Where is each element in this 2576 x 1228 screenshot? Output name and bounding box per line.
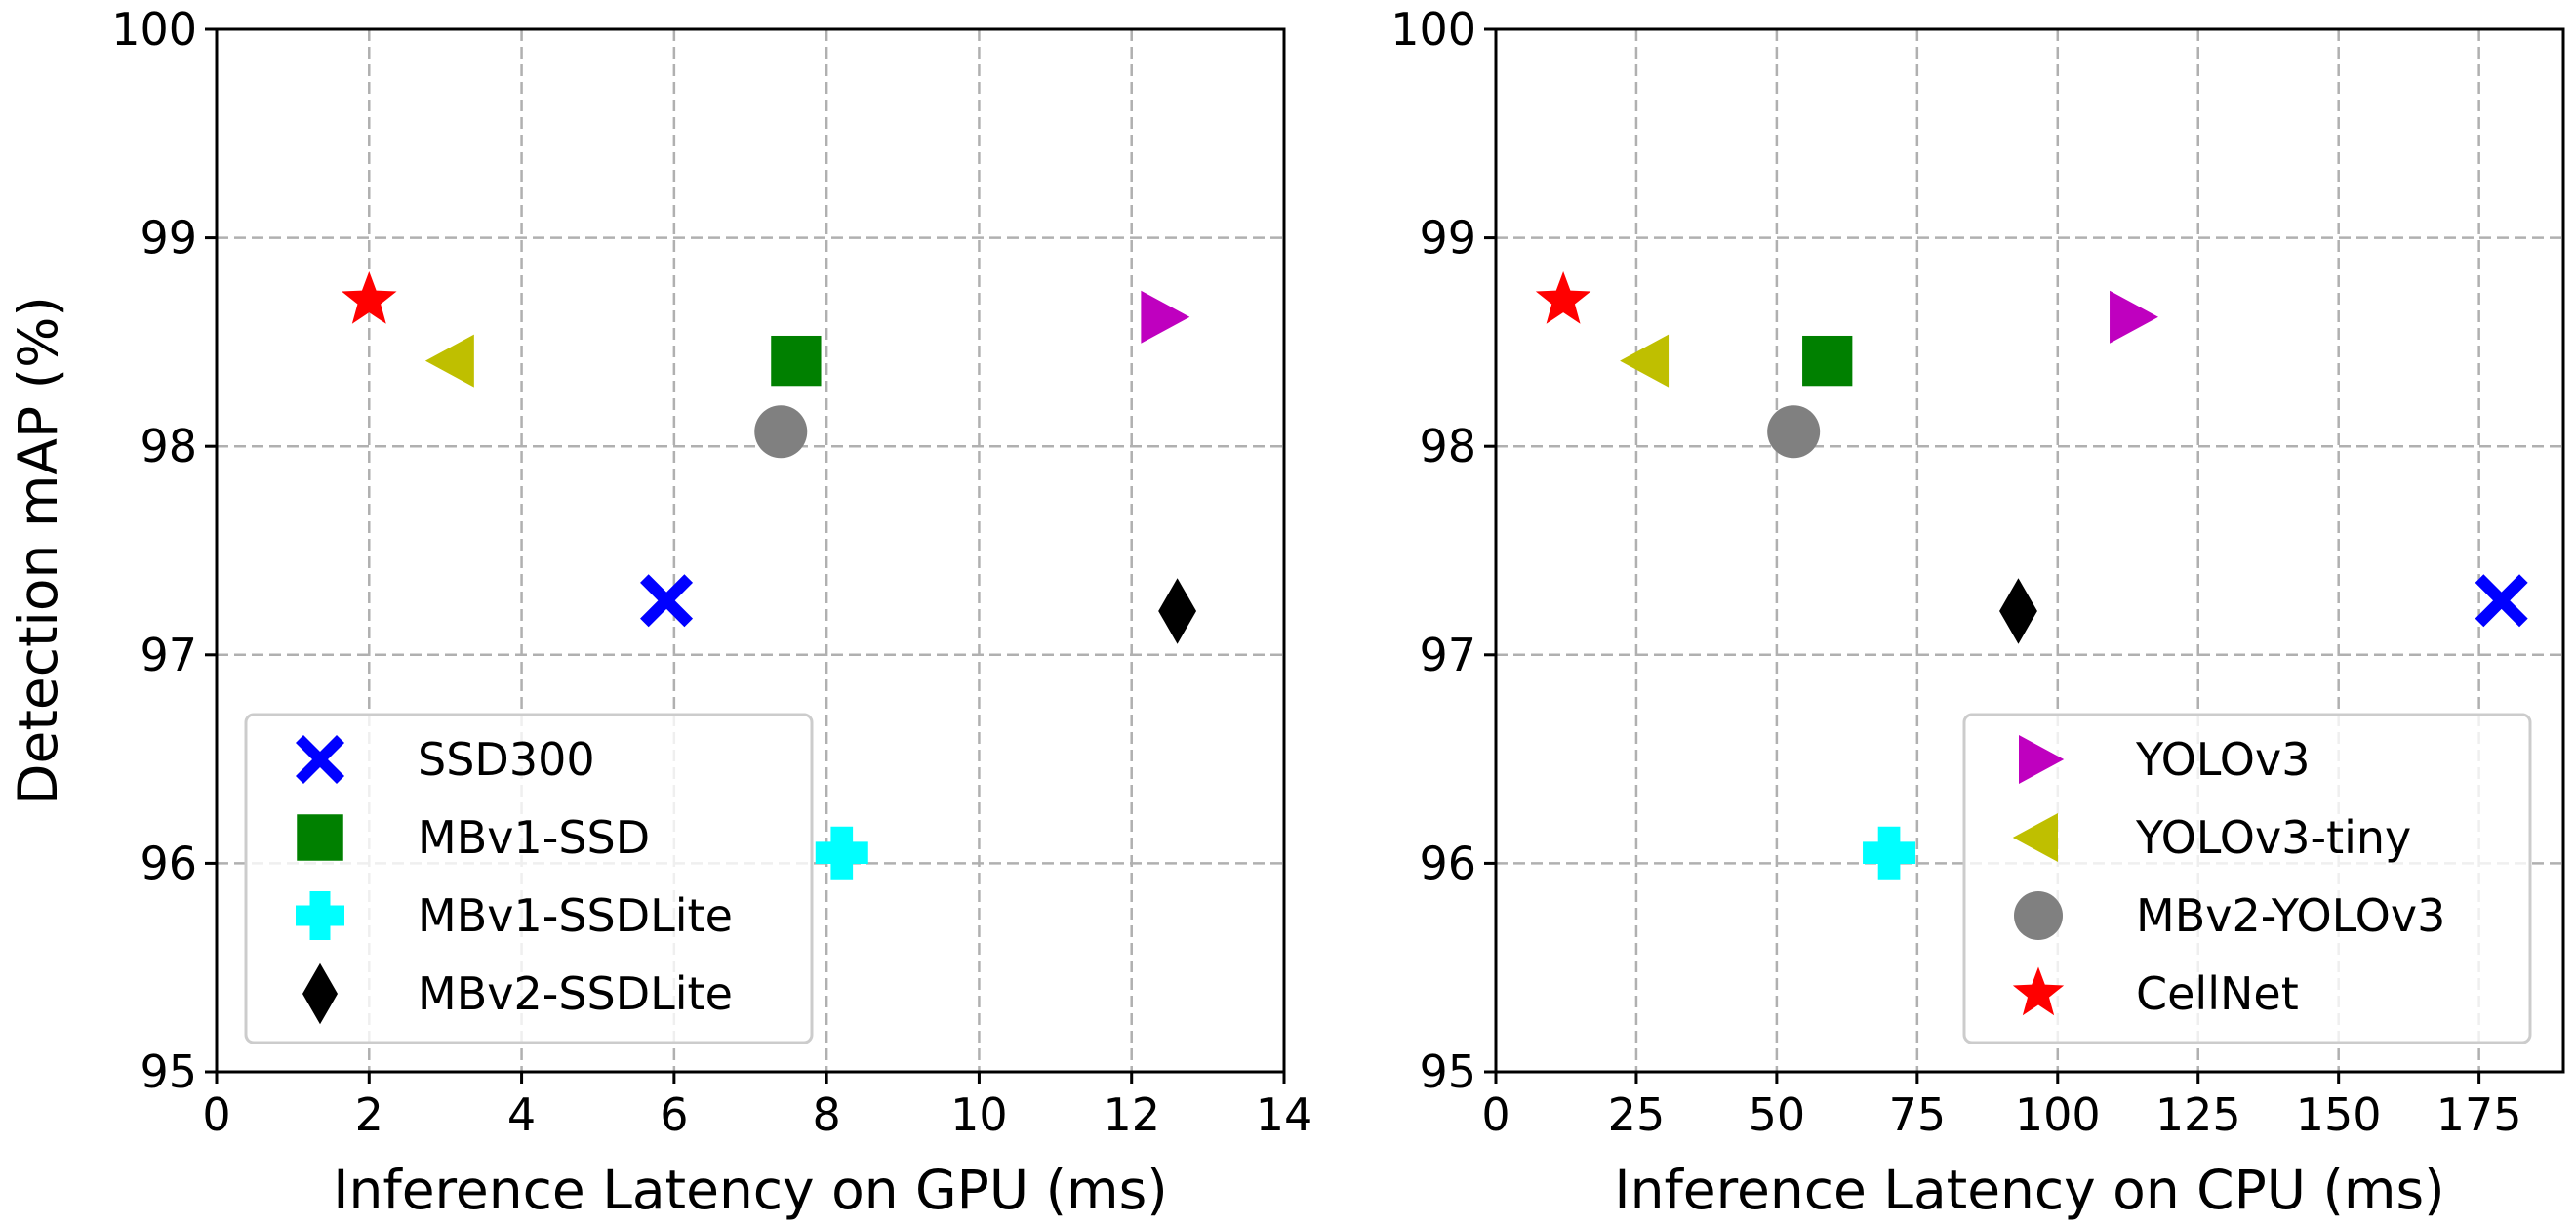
legend-marker-mbv2-yolov3 (2014, 891, 2063, 940)
x-tick-label: 125 (2155, 1088, 2241, 1141)
y-tick-label: 99 (1419, 212, 1476, 265)
point-mbv1-ssd (1802, 335, 1853, 387)
y-tick-label: 98 (140, 420, 197, 472)
legend-label-cellnet: CellNet (2136, 967, 2299, 1020)
point-mbv1-ssdlite (1863, 826, 1916, 880)
y-tick-label: 98 (1419, 420, 1476, 472)
point-mbv2-ssdlite (1158, 578, 1197, 644)
point-yolov3-tiny (424, 334, 474, 388)
point-mbv2-yolov3 (1767, 405, 1821, 459)
y-tick-label: 100 (111, 3, 197, 56)
x-tick-label: 6 (660, 1088, 688, 1141)
legend-marker-yolov3 (2019, 735, 2065, 784)
legend-label-mbv1-ssd: MBv1-SSD (418, 811, 650, 864)
y-axis-label: Detection mAP (%) (7, 296, 69, 805)
x-tick-label: 14 (1256, 1088, 1313, 1141)
legend-marker-yolov3-tiny (2012, 813, 2058, 862)
gpu-latency-chart: 0 2 4 6 8 10 12 14 95 96 97 98 99 100 Inference Latenc… (7, 3, 1312, 1221)
point-cellnet (1535, 270, 1591, 324)
point-ssd300 (640, 574, 694, 628)
legend-marker-mbv1-ssd (297, 814, 343, 861)
x-tick-label: 0 (202, 1088, 230, 1141)
y-tick-label: 99 (140, 212, 197, 265)
x-tick-label: 8 (813, 1088, 841, 1141)
legend-marker-mbv1-ssdlite (296, 891, 344, 940)
y-tick-label: 97 (140, 629, 197, 681)
x-tick-label: 10 (950, 1088, 1008, 1141)
legend: YOLOv3 YOLOv3-tiny MBv2-YOLOv3 CellNet (1962, 713, 2532, 1044)
x-tick-label: 100 (2015, 1088, 2101, 1141)
y-tick-label: 95 (1419, 1045, 1476, 1098)
point-mbv1-ssdlite (815, 826, 868, 880)
data-points (342, 270, 1197, 880)
point-yolov3 (1141, 290, 1190, 344)
x-tick-label: 4 (507, 1088, 536, 1141)
x-tick-label: 2 (355, 1088, 383, 1141)
legend-label-mbv1-ssdlite: MBv1-SSDLite (418, 889, 733, 942)
point-cellnet (342, 270, 397, 324)
y-tick-label: 96 (1419, 837, 1476, 889)
legend-marker-ssd300 (296, 735, 344, 784)
x-tick-label: 175 (2436, 1088, 2522, 1141)
point-mbv2-yolov3 (754, 405, 808, 459)
plot-frame (1494, 27, 2565, 1074)
y-tick-label: 96 (140, 837, 197, 889)
x-tick-label: 12 (1103, 1088, 1160, 1141)
legend-label-mbv2-yolov3: MBv2-YOLOv3 (2136, 889, 2445, 942)
y-tick-label: 95 (140, 1045, 197, 1098)
legend-marker-cellnet (2012, 966, 2065, 1016)
legend-box (1962, 713, 2532, 1044)
x-axis-label: Inference Latency on GPU (ms) (333, 1159, 1167, 1221)
point-ssd300 (2475, 574, 2528, 628)
legend-label-mbv2-ssdlite: MBv2-SSDLite (418, 967, 733, 1020)
legend-marker-mbv2-ssdlite (302, 962, 338, 1025)
legend: SSD300 MBv1-SSD MBv1-SSDLite MBv2-SSDLite (244, 713, 814, 1044)
legend-box (244, 713, 814, 1044)
legend-label-yolov3-tiny: YOLOv3-tiny (2135, 811, 2411, 864)
x-tick-label: 25 (1608, 1088, 1666, 1141)
point-mbv1-ssd (771, 335, 822, 387)
point-mbv2-ssdlite (1999, 578, 2037, 644)
data-points (1535, 270, 2528, 880)
point-yolov3-tiny (1620, 334, 1670, 388)
x-tick-label: 50 (1749, 1088, 1806, 1141)
x-axis-label: Inference Latency on CPU (ms) (1614, 1159, 2444, 1221)
legend-label-ssd300: SSD300 (418, 733, 595, 786)
x-tick-label: 75 (1889, 1088, 1947, 1141)
plot-frame (215, 27, 1286, 1074)
legend-label-yolov3: YOLOv3 (2135, 733, 2310, 786)
point-yolov3 (2110, 290, 2158, 344)
cpu-latency-chart: 0 25 50 75 100 125 150 175 95 96 97 98 99 100 Inferenc… (1390, 3, 2565, 1221)
y-tick-label: 97 (1419, 629, 1476, 681)
x-tick-label: 150 (2296, 1088, 2382, 1141)
x-tick-label: 0 (1481, 1088, 1509, 1141)
y-tick-label: 100 (1390, 3, 1476, 56)
